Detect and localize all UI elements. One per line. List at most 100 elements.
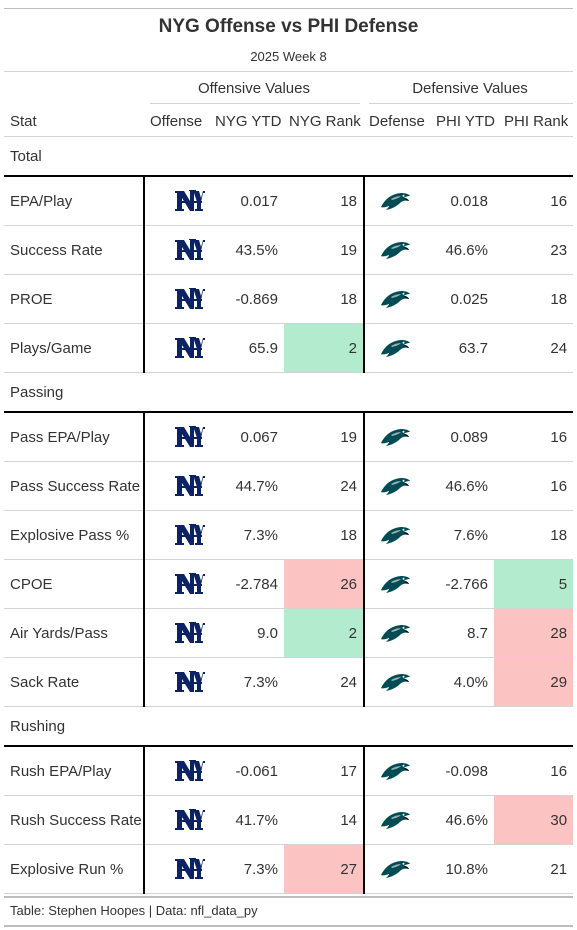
offense-logo-cell — [143, 323, 234, 373]
phi-ytd-value: 4.0% — [424, 657, 494, 707]
offense-logo-cell — [143, 657, 234, 707]
phi-rank-value: 16 — [494, 746, 574, 796]
table-row: Rush Success Rate 41.7% 14 46.6% 30 — [4, 795, 574, 845]
eagles-head-logo-icon — [380, 478, 410, 495]
offense-logo-cell — [143, 461, 234, 511]
defense-logo-cell — [363, 323, 424, 373]
defensive-spanner-rule — [369, 103, 573, 104]
nyg-ytd-value: 41.7% — [234, 795, 284, 845]
eagles-head-logo-icon — [380, 674, 410, 691]
top-rule — [4, 8, 573, 9]
phi-ytd-value: -2.766 — [424, 559, 494, 609]
nyg-rank-value: 2 — [284, 608, 364, 658]
giants-ny-logo-icon — [174, 475, 205, 496]
phi-ytd-value: 46.6% — [424, 795, 494, 845]
phi-ytd-value: 10.8% — [424, 844, 494, 894]
table-row: Air Yards/Pass 9.0 2 8.7 28 — [4, 608, 574, 658]
offense-logo-cell — [143, 746, 234, 796]
phi-rank-value: 18 — [494, 510, 574, 560]
giants-ny-logo-icon — [174, 573, 205, 594]
phi-ytd-value: 8.7 — [424, 608, 494, 658]
defense-logo-cell — [363, 844, 424, 894]
offense-logo-cell — [143, 176, 234, 226]
offense-logo-cell — [143, 274, 234, 324]
phi-rank-value: 23 — [494, 225, 574, 275]
nyg-ytd-value: 44.7% — [234, 461, 284, 511]
nyg-rank-value: 26 — [284, 559, 364, 609]
stat-label: EPA/Play — [4, 176, 144, 226]
nyg-ytd-value: -0.061 — [234, 746, 284, 796]
offensive-values-spanner: Offensive Values — [197, 80, 310, 97]
defense-logo-cell — [363, 657, 424, 707]
phi-rank-value: 29 — [494, 657, 574, 707]
column-header-rule — [4, 136, 573, 137]
nyg-rank-value: 18 — [284, 274, 364, 324]
phi-ytd-value: 46.6% — [424, 461, 494, 511]
phi-rank-value: 28 — [494, 608, 574, 658]
table-row: Pass EPA/Play 0.067 19 0.089 16 — [4, 412, 574, 462]
nyg-ytd-value: -2.784 — [234, 559, 284, 609]
stat-label: CPOE — [4, 559, 144, 609]
phi-ytd-value: -0.098 — [424, 746, 494, 796]
giants-ny-logo-icon — [174, 239, 205, 260]
defense-logo-cell — [363, 510, 424, 560]
offense-logo-cell — [143, 225, 234, 275]
nyg-ytd-value: 0.067 — [234, 412, 284, 462]
defense-logo-cell — [363, 746, 424, 796]
table-subtitle: 2025 Week 8 — [250, 49, 327, 64]
nyg-ytd-value: 9.0 — [234, 608, 284, 658]
table-row: EPA/Play 0.017 18 0.018 16 — [4, 176, 574, 226]
table-row: Explosive Pass % 7.3% 18 7.6% 18 — [4, 510, 574, 560]
giants-ny-logo-icon — [174, 858, 205, 879]
defense-logo-cell — [363, 176, 424, 226]
header-rule — [4, 71, 573, 72]
column-header-nyg-ytd: NYG YTD — [215, 113, 282, 130]
phi-rank-value: 21 — [494, 844, 574, 894]
stat-label: Plays/Game — [4, 323, 144, 373]
stat-label: Success Rate — [4, 225, 144, 275]
defense-logo-cell — [363, 412, 424, 462]
defense-logo-cell — [363, 274, 424, 324]
phi-ytd-value: 0.018 — [424, 176, 494, 226]
giants-ny-logo-icon — [174, 809, 205, 830]
phi-ytd-value: 63.7 — [424, 323, 494, 373]
stat-label: Sack Rate — [4, 657, 144, 707]
eagles-head-logo-icon — [380, 812, 410, 829]
offense-logo-cell — [143, 795, 234, 845]
stat-label: Rush EPA/Play — [4, 746, 144, 796]
phi-rank-value: 5 — [494, 559, 574, 609]
giants-ny-logo-icon — [174, 337, 205, 358]
group-row: Rushing — [4, 706, 574, 747]
phi-rank-value: 18 — [494, 274, 574, 324]
phi-rank-value: 30 — [494, 795, 574, 845]
defense-logo-cell — [363, 559, 424, 609]
table-title: NYG Offense vs PHI Defense — [158, 16, 419, 37]
eagles-head-logo-icon — [380, 242, 410, 259]
eagles-head-logo-icon — [380, 576, 410, 593]
phi-ytd-value: 7.6% — [424, 510, 494, 560]
stat-label: Rush Success Rate — [4, 795, 144, 845]
nyg-rank-value: 17 — [284, 746, 364, 796]
nyg-rank-value: 19 — [284, 225, 364, 275]
nyg-ytd-value: 7.3% — [234, 844, 284, 894]
nyg-rank-value: 27 — [284, 844, 364, 894]
phi-rank-value: 16 — [494, 461, 574, 511]
table-row: Plays/Game 65.9 2 63.7 24 — [4, 323, 574, 373]
column-header-phi-ytd: PHI YTD — [436, 113, 495, 130]
nyg-rank-value: 24 — [284, 657, 364, 707]
giants-ny-logo-icon — [174, 760, 205, 781]
column-header-phi-rank: PHI Rank — [504, 113, 569, 130]
phi-ytd-value: 0.089 — [424, 412, 494, 462]
eagles-head-logo-icon — [380, 527, 410, 544]
offense-logo-cell — [143, 559, 234, 609]
phi-rank-value: 16 — [494, 176, 574, 226]
group-label: Passing — [4, 372, 574, 413]
table-row: Success Rate 43.5% 19 46.6% 23 — [4, 225, 574, 275]
offense-logo-cell — [143, 510, 234, 560]
stat-label: Explosive Run % — [4, 844, 144, 894]
phi-rank-value: 16 — [494, 412, 574, 462]
nyg-ytd-value: 7.3% — [234, 657, 284, 707]
stat-label: PROE — [4, 274, 144, 324]
group-row: Passing — [4, 372, 574, 413]
nyg-rank-value: 18 — [284, 510, 364, 560]
